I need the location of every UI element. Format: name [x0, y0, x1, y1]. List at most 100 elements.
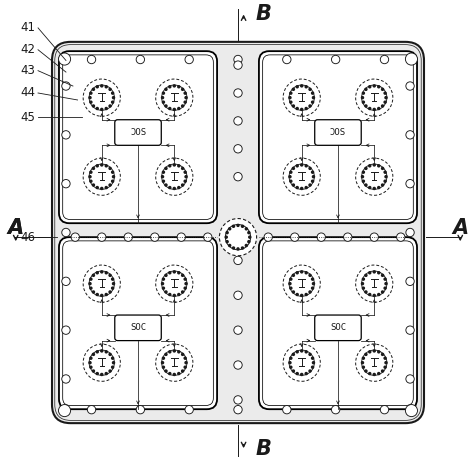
- Circle shape: [59, 405, 70, 417]
- Circle shape: [105, 86, 107, 88]
- Circle shape: [382, 184, 384, 186]
- Circle shape: [169, 186, 171, 189]
- Circle shape: [292, 353, 295, 355]
- Circle shape: [96, 372, 98, 375]
- Circle shape: [173, 350, 175, 352]
- Circle shape: [62, 228, 70, 237]
- Text: 41: 41: [21, 21, 36, 34]
- Circle shape: [290, 278, 292, 280]
- Circle shape: [382, 274, 384, 276]
- Circle shape: [384, 101, 386, 103]
- Circle shape: [309, 167, 311, 169]
- Circle shape: [290, 357, 292, 359]
- Circle shape: [362, 101, 365, 103]
- Text: SOC: SOC: [330, 323, 346, 332]
- Circle shape: [185, 97, 187, 99]
- Text: A: A: [8, 218, 24, 238]
- Circle shape: [241, 225, 244, 227]
- Circle shape: [109, 184, 111, 186]
- Circle shape: [309, 353, 311, 355]
- Circle shape: [184, 278, 186, 280]
- Circle shape: [406, 375, 414, 383]
- Circle shape: [365, 353, 367, 355]
- Circle shape: [369, 272, 371, 274]
- Circle shape: [365, 105, 367, 107]
- Circle shape: [289, 164, 314, 189]
- Circle shape: [173, 271, 175, 273]
- FancyBboxPatch shape: [59, 237, 217, 409]
- Circle shape: [173, 373, 175, 375]
- Circle shape: [112, 283, 115, 285]
- Text: 46: 46: [21, 231, 36, 244]
- Circle shape: [109, 167, 111, 169]
- Circle shape: [312, 171, 314, 173]
- Circle shape: [305, 186, 307, 189]
- Circle shape: [237, 225, 239, 226]
- Circle shape: [373, 85, 375, 87]
- Circle shape: [309, 88, 311, 90]
- Circle shape: [185, 283, 187, 285]
- Circle shape: [384, 171, 386, 173]
- Circle shape: [245, 245, 248, 246]
- FancyBboxPatch shape: [59, 51, 217, 223]
- Circle shape: [234, 61, 242, 69]
- Circle shape: [96, 186, 98, 189]
- Circle shape: [406, 53, 417, 65]
- Circle shape: [296, 372, 298, 375]
- Circle shape: [382, 291, 384, 293]
- Circle shape: [89, 362, 91, 364]
- Circle shape: [165, 184, 167, 186]
- Circle shape: [178, 293, 180, 296]
- Circle shape: [312, 283, 315, 285]
- Circle shape: [283, 55, 291, 64]
- Circle shape: [162, 171, 164, 173]
- Circle shape: [305, 293, 307, 296]
- Circle shape: [365, 184, 367, 186]
- Circle shape: [162, 85, 187, 110]
- Circle shape: [89, 283, 91, 285]
- Circle shape: [92, 105, 94, 107]
- Circle shape: [169, 272, 171, 274]
- Circle shape: [331, 55, 340, 64]
- Circle shape: [382, 105, 384, 107]
- Circle shape: [373, 350, 375, 352]
- Circle shape: [301, 187, 303, 189]
- Circle shape: [111, 101, 114, 103]
- Circle shape: [305, 372, 307, 375]
- Circle shape: [173, 164, 175, 166]
- Circle shape: [162, 101, 164, 103]
- Circle shape: [92, 353, 94, 355]
- Circle shape: [384, 92, 386, 94]
- Circle shape: [305, 272, 307, 274]
- Circle shape: [185, 55, 193, 64]
- Circle shape: [161, 283, 164, 285]
- Circle shape: [185, 176, 187, 178]
- Circle shape: [178, 186, 180, 189]
- Circle shape: [384, 180, 386, 182]
- Circle shape: [290, 366, 292, 368]
- Circle shape: [234, 361, 242, 369]
- Circle shape: [165, 167, 167, 169]
- Circle shape: [234, 291, 242, 299]
- Circle shape: [226, 232, 228, 234]
- Circle shape: [361, 176, 364, 178]
- Circle shape: [290, 287, 292, 289]
- Circle shape: [397, 233, 405, 241]
- Circle shape: [305, 351, 307, 353]
- Circle shape: [92, 88, 94, 90]
- Circle shape: [184, 101, 186, 103]
- Circle shape: [96, 107, 98, 110]
- Circle shape: [184, 92, 186, 94]
- Circle shape: [406, 82, 414, 90]
- Circle shape: [289, 350, 314, 375]
- Circle shape: [178, 86, 180, 88]
- Circle shape: [105, 372, 107, 375]
- Circle shape: [362, 164, 387, 189]
- Text: 43: 43: [21, 64, 36, 77]
- Circle shape: [83, 79, 120, 116]
- Circle shape: [156, 158, 193, 195]
- Circle shape: [105, 351, 107, 353]
- Circle shape: [105, 186, 107, 189]
- Circle shape: [245, 228, 248, 230]
- Circle shape: [369, 293, 371, 296]
